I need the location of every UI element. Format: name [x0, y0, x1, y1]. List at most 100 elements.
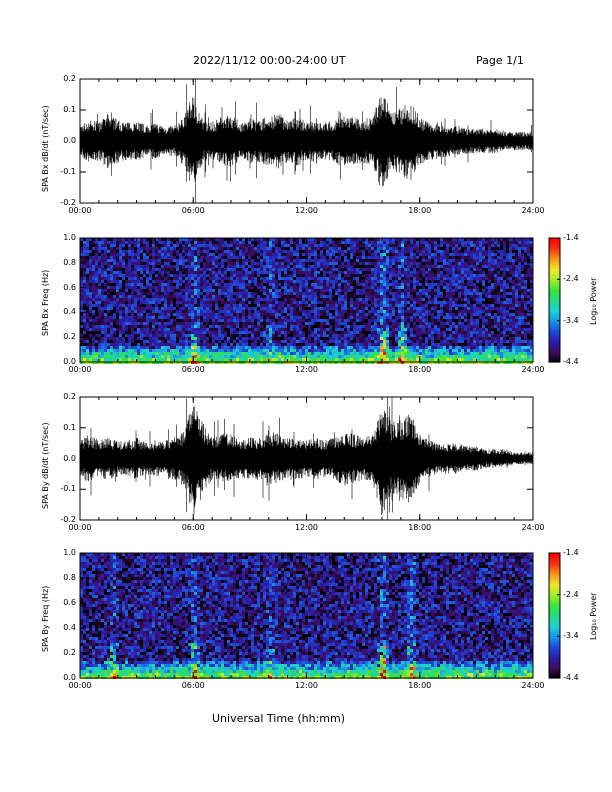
bx-spec-cell — [95, 268, 98, 271]
bx-spec-cell — [410, 283, 413, 286]
bx-spec-cell — [302, 349, 305, 352]
bx-spec-cell — [173, 316, 176, 319]
bx-spec-cell — [335, 292, 338, 295]
bx-spec-cell — [239, 349, 242, 352]
bx-spec-cell — [392, 256, 395, 259]
bx-spec-cell — [218, 295, 221, 298]
bx-spec-cell — [278, 280, 281, 283]
bx-spec-cell — [149, 244, 152, 247]
bx-spec-cell — [260, 238, 263, 241]
bx-spec-cell — [206, 271, 209, 274]
bx-spec-cell — [293, 331, 296, 334]
bx-spec-cell — [134, 277, 137, 280]
bx-spec-cell — [269, 301, 272, 304]
bx-spec-cell — [299, 349, 302, 352]
bx-spec-cell — [164, 349, 167, 352]
bx-spec-cell — [209, 340, 212, 343]
bx-spec-cell — [425, 247, 428, 250]
bx-spec-cell — [413, 313, 416, 316]
bx-spec-cell — [134, 307, 137, 310]
bx-spec-cell — [272, 346, 275, 349]
bx-spec-cell — [215, 274, 218, 277]
bx-spec-cell — [326, 268, 329, 271]
bx-spec-cell — [383, 346, 386, 349]
bx-spec-cell — [347, 289, 350, 292]
bx-spec-cell — [329, 313, 332, 316]
bx-spec-cell — [110, 301, 113, 304]
bx-spec-cell — [362, 277, 365, 280]
bx-spec-cell — [359, 331, 362, 334]
bx-spec-cell — [407, 259, 410, 262]
bx-spec-cell — [215, 325, 218, 328]
bx-spec-cell — [149, 289, 152, 292]
bx-spec-cell — [128, 358, 131, 361]
bx-spec-cell — [125, 343, 128, 346]
bx-spec-cell — [161, 316, 164, 319]
bx-spec-cell — [314, 271, 317, 274]
bx-spec-cell — [197, 349, 200, 352]
bx-spec-cell — [92, 310, 95, 313]
bx-spec-cell — [332, 250, 335, 253]
bx-spec-cell — [179, 322, 182, 325]
bx-spec-cell — [194, 283, 197, 286]
bx-spec-cell — [149, 259, 152, 262]
bx-spec-cell — [80, 322, 83, 325]
bx-spec-cell — [122, 268, 125, 271]
bx-spec-cell — [83, 268, 86, 271]
bx-spec-cell — [410, 250, 413, 253]
bx-spec-cell — [368, 271, 371, 274]
bx-spec-cell — [119, 301, 122, 304]
bx-spec-cell — [140, 313, 143, 316]
bx-spec-cell — [227, 328, 230, 331]
bx-spec-cell — [188, 304, 191, 307]
bx-spec-cell — [287, 313, 290, 316]
bx-spec-cell — [251, 241, 254, 244]
bx-spec-cell — [248, 328, 251, 331]
bx-spec-cell — [296, 307, 299, 310]
bx-spec-cell — [242, 271, 245, 274]
bx-spec-cell — [191, 262, 194, 265]
bx-spec-cell — [272, 340, 275, 343]
bx-spec-cell — [329, 241, 332, 244]
bx-spec-cell — [113, 325, 116, 328]
bx-spec-cell — [353, 256, 356, 259]
bx-spec-cell — [113, 262, 116, 265]
bx-spec-cell — [188, 322, 191, 325]
bx-spec-cell — [119, 277, 122, 280]
bx-spec-cell — [419, 322, 422, 325]
bx-spec-cell — [344, 316, 347, 319]
bx-spec-cell — [203, 274, 206, 277]
bx-spec-cell — [254, 316, 257, 319]
bx-spec-cell — [287, 265, 290, 268]
bx-spec-cell — [251, 277, 254, 280]
bx-spec-cell — [83, 238, 86, 241]
bx-spec-cell — [401, 343, 404, 346]
bx-spec-cell — [140, 352, 143, 355]
bx-spec-cell — [221, 295, 224, 298]
bx-spec-cell — [80, 298, 83, 301]
bx-spec-cell — [275, 262, 278, 265]
bx-spec-cell — [254, 343, 257, 346]
bx-spec-cell — [209, 268, 212, 271]
bx-spec-cell — [206, 337, 209, 340]
bx-spec-cell — [218, 328, 221, 331]
bx-spec-cell — [128, 295, 131, 298]
bx-spec-cell — [287, 283, 290, 286]
bx-spec-cell — [392, 349, 395, 352]
bx-spec-cell — [356, 259, 359, 262]
bx-spec-cell — [122, 256, 125, 259]
bx-spec-cell — [176, 316, 179, 319]
bx-spec-cell — [230, 340, 233, 343]
bx-spec-cell — [149, 241, 152, 244]
bx-spec-cell — [89, 292, 92, 295]
bx-spec-cell — [293, 241, 296, 244]
bx-spec-cell — [89, 289, 92, 292]
bx-spec-cell — [419, 247, 422, 250]
bx-spec-cell — [302, 304, 305, 307]
bx-spec-cell — [410, 340, 413, 343]
bx-spec-cell — [377, 322, 380, 325]
bx-spec-cell — [212, 274, 215, 277]
bx-spec-cell — [197, 307, 200, 310]
bx-spec-cell — [356, 343, 359, 346]
bx-spec-cell — [167, 247, 170, 250]
